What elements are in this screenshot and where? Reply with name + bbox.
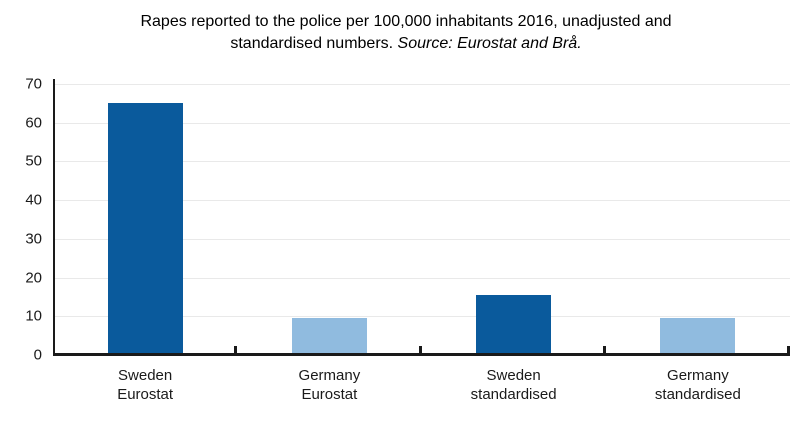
gridline-10 [53,316,790,318]
x-axis-tick-3 [602,346,606,355]
bar-germany-eurostat [291,318,367,355]
x-label-sweden-standardised: Sweden standardised [422,366,606,404]
gridline-60 [53,122,790,124]
y-tick-label-30: 30 [25,230,42,248]
bar-sweden-standardised [476,295,552,355]
y-tick-label-50: 50 [25,152,42,170]
x-label-line: Eurostat [301,386,358,403]
gridline-20 [53,277,790,279]
x-label-line: Germany [667,367,729,384]
x-axis-tick-2 [418,346,422,355]
chart-title-line-1-text: Rapes reported to the police per 100,000… [140,13,672,30]
chart-source-text: Source: Eurostat and Brå. [397,35,582,52]
chart-title-line-1: Rapes reported to the police per 100,000… [0,11,812,33]
gridline-40 [53,200,790,202]
x-label-line: Sweden [486,367,541,384]
bar-germany-standardised [660,318,736,355]
y-tick-label-70: 70 [25,75,42,93]
x-axis-tick-1 [234,346,238,355]
x-label-germany-standardised: Germany standardised [606,366,790,404]
y-tick-label-60: 60 [25,114,42,132]
x-label-line: Sweden [118,367,173,384]
x-label-line: Germany [298,367,361,384]
chart-title: Rapes reported to the police per 100,000… [0,11,812,55]
chart-title-line-2-text: standardised numbers. [230,35,398,52]
bar-sweden-eurostat [107,103,183,355]
y-tick-label-0: 0 [33,346,42,364]
y-tick-label-10: 10 [25,307,42,325]
y-axis-line [53,79,55,355]
gridline-70 [53,84,790,85]
x-label-line: Eurostat [117,386,174,403]
gridline-50 [53,161,790,163]
x-label-line: standardised [470,386,557,403]
gridline-30 [53,238,790,240]
y-tick-label-40: 40 [25,191,42,209]
x-axis-line [53,353,790,356]
y-tick-label-20: 20 [25,269,42,287]
chart-title-line-2: standardised numbers. Source: Eurostat a… [0,33,812,55]
x-label-line: standardised [654,386,741,403]
x-label-sweden-eurostat: Sweden Eurostat [53,366,237,404]
plot-area: 0 10 20 30 40 50 60 70 Sweden Eurostat Germany Eur… [25,76,790,403]
x-label-germany-eurostat: Germany Eurostat [237,366,421,404]
x-axis-tick-4 [787,346,790,355]
